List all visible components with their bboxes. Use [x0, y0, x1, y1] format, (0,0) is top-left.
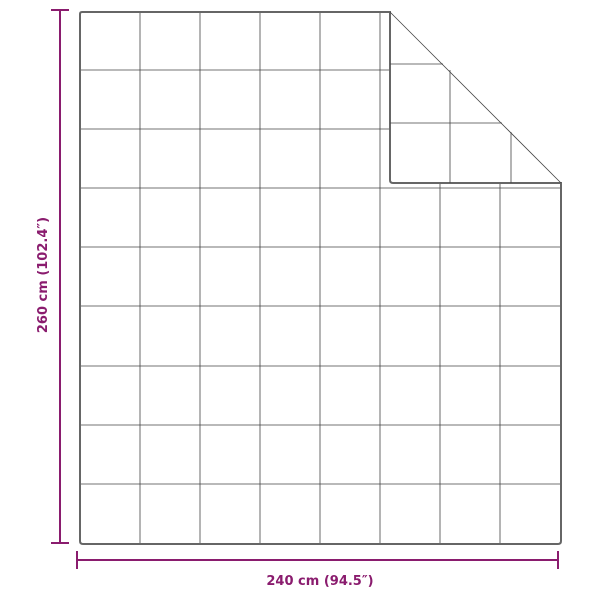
folded-corner — [389, 11, 562, 184]
quilt-outline — [79, 11, 562, 545]
quilt-grid — [80, 12, 561, 544]
dimension-lines — [51, 9, 559, 569]
height-label: 260 cm (102.4″) — [36, 217, 51, 333]
fold-diagonal-edge — [389, 11, 562, 184]
width-label: 240 cm (94.5″) — [266, 574, 373, 589]
